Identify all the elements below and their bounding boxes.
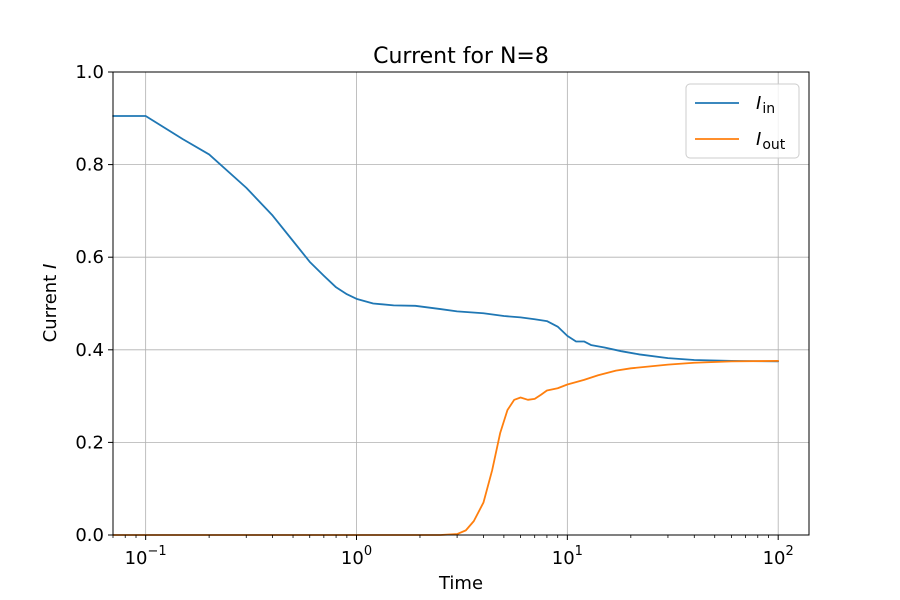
series-lines xyxy=(112,115,780,536)
legend-label-main: I xyxy=(756,93,761,114)
x-tick-base: 10 xyxy=(763,548,786,569)
legend-label-sub: out xyxy=(762,137,785,153)
y-axis-label: Current I xyxy=(40,264,61,343)
y-tick-label: 0.8 xyxy=(75,155,104,176)
y-tick-label: 0.2 xyxy=(75,432,104,453)
legend-label-sub: in xyxy=(762,101,775,117)
series-line-i-out xyxy=(112,360,780,536)
series-line-i-in xyxy=(112,115,780,363)
x-tick-label: 100 xyxy=(341,544,372,569)
x-tick-label: 102 xyxy=(763,544,794,569)
x-tick-base: 10 xyxy=(552,548,575,569)
y-tick-label: 0.6 xyxy=(75,247,104,268)
x-tick-base: 10 xyxy=(341,548,364,569)
y-axis-label-prefix: Current xyxy=(40,275,61,343)
x-tick-exponent: −1 xyxy=(148,544,167,559)
y-tick-label: 1.0 xyxy=(75,62,104,83)
y-tick-label: 0.4 xyxy=(75,340,104,361)
plot-frame xyxy=(112,71,810,536)
x-tick-exponent: 0 xyxy=(364,544,372,559)
x-tick-exponent: 1 xyxy=(575,544,583,559)
x-axis-label: Time xyxy=(438,573,483,594)
legend-label-main: I xyxy=(756,129,761,150)
legend-label: Iin xyxy=(756,93,775,117)
ticks: 0.00.20.40.60.81.010−1 100 101 102 xyxy=(75,62,793,569)
chart-title: Current for N=8 xyxy=(373,44,549,69)
x-tick-exponent: 2 xyxy=(786,544,794,559)
y-tick-label: 0.0 xyxy=(75,525,104,546)
x-tick-label: 10−1 xyxy=(125,544,167,569)
y-axis-label-symbol: I xyxy=(40,264,61,269)
x-tick-base: 10 xyxy=(125,548,148,569)
legend-label: Iout xyxy=(756,129,786,153)
x-tick-label: 101 xyxy=(552,544,583,569)
